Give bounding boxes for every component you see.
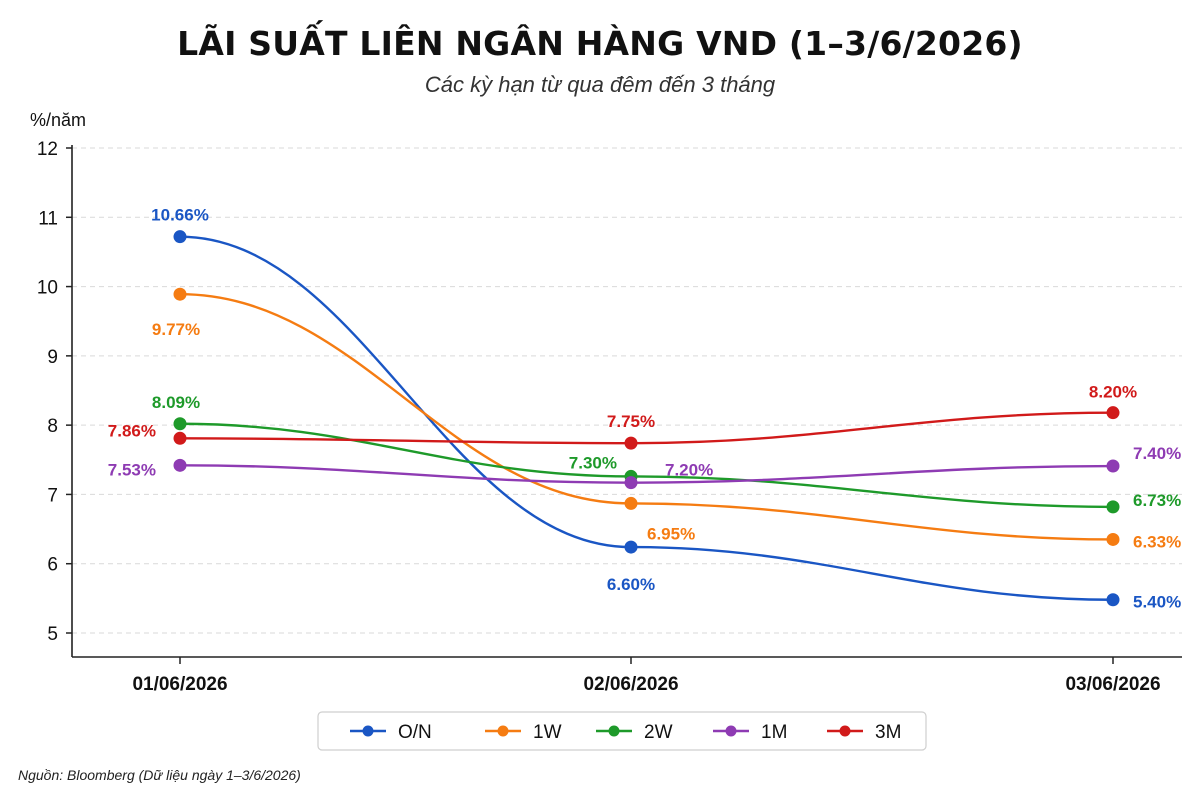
data-label: 7.75% xyxy=(607,412,655,431)
source-note: Nguồn: Bloomberg (Dữ liệu ngày 1–3/6/202… xyxy=(18,767,301,783)
data-point xyxy=(624,476,638,490)
data-point xyxy=(173,230,187,244)
data-label: 7.53% xyxy=(108,460,156,479)
y-tick-label: 6 xyxy=(47,555,58,576)
data-point xyxy=(624,496,638,510)
data-point xyxy=(173,431,187,445)
data-label: 7.86% xyxy=(108,421,156,440)
legend-swatch-marker xyxy=(725,725,737,737)
data-point xyxy=(1106,459,1120,473)
data-label: 7.20% xyxy=(665,461,713,480)
series-line-on xyxy=(179,235,1114,601)
legend-swatch-marker xyxy=(839,725,851,737)
data-point xyxy=(173,417,187,431)
series-line-1m xyxy=(179,464,1114,484)
y-tick-label: 5 xyxy=(47,624,58,645)
x-tick-label: 03/06/2026 xyxy=(1065,674,1160,695)
legend-swatch-marker xyxy=(608,725,620,737)
y-tick-label: 8 xyxy=(47,416,58,437)
y-tick-label: 7 xyxy=(47,485,58,506)
data-point xyxy=(624,540,638,554)
y-tick-label: 9 xyxy=(47,347,58,368)
legend-swatch-marker xyxy=(497,725,509,737)
data-point xyxy=(624,436,638,450)
legend-label: 3M xyxy=(875,722,901,743)
x-tick-label: 02/06/2026 xyxy=(583,674,678,695)
data-label: 9.77% xyxy=(152,320,200,339)
data-label: 8.09% xyxy=(152,393,200,412)
legend-swatch-marker xyxy=(362,725,374,737)
data-point xyxy=(1106,406,1120,420)
legend-label: O/N xyxy=(398,722,432,743)
legend-label: 1M xyxy=(761,722,787,743)
data-point xyxy=(1106,532,1120,546)
y-tick-label: 11 xyxy=(38,208,58,229)
data-label: 6.73% xyxy=(1133,491,1181,510)
data-label: 6.60% xyxy=(607,575,655,594)
data-label: 6.33% xyxy=(1133,532,1181,551)
chart-title: LÃI SUẤT LIÊN NGÂN HÀNG VND (1–3/6/2026) xyxy=(177,24,1023,63)
data-label: 5.40% xyxy=(1133,593,1181,612)
data-point xyxy=(173,458,187,472)
data-label: 10.66% xyxy=(151,206,209,225)
chart-subtitle: Các kỳ hạn từ qua đêm đến 3 tháng xyxy=(424,72,776,97)
data-label: 6.95% xyxy=(647,524,695,543)
data-point xyxy=(1106,593,1120,607)
x-tick-label: 01/06/2026 xyxy=(132,674,227,695)
y-tick-label: 10 xyxy=(37,278,58,299)
data-point xyxy=(173,287,187,301)
y-axis-unit-label: %/năm xyxy=(30,110,87,130)
data-label: 8.20% xyxy=(1089,383,1137,402)
legend-label: 1W xyxy=(533,722,562,743)
data-label: 7.40% xyxy=(1133,444,1181,463)
data-point xyxy=(1106,500,1120,514)
legend-label: 2W xyxy=(644,722,673,743)
y-tick-label: 12 xyxy=(37,139,58,160)
data-label: 7.30% xyxy=(569,453,617,472)
